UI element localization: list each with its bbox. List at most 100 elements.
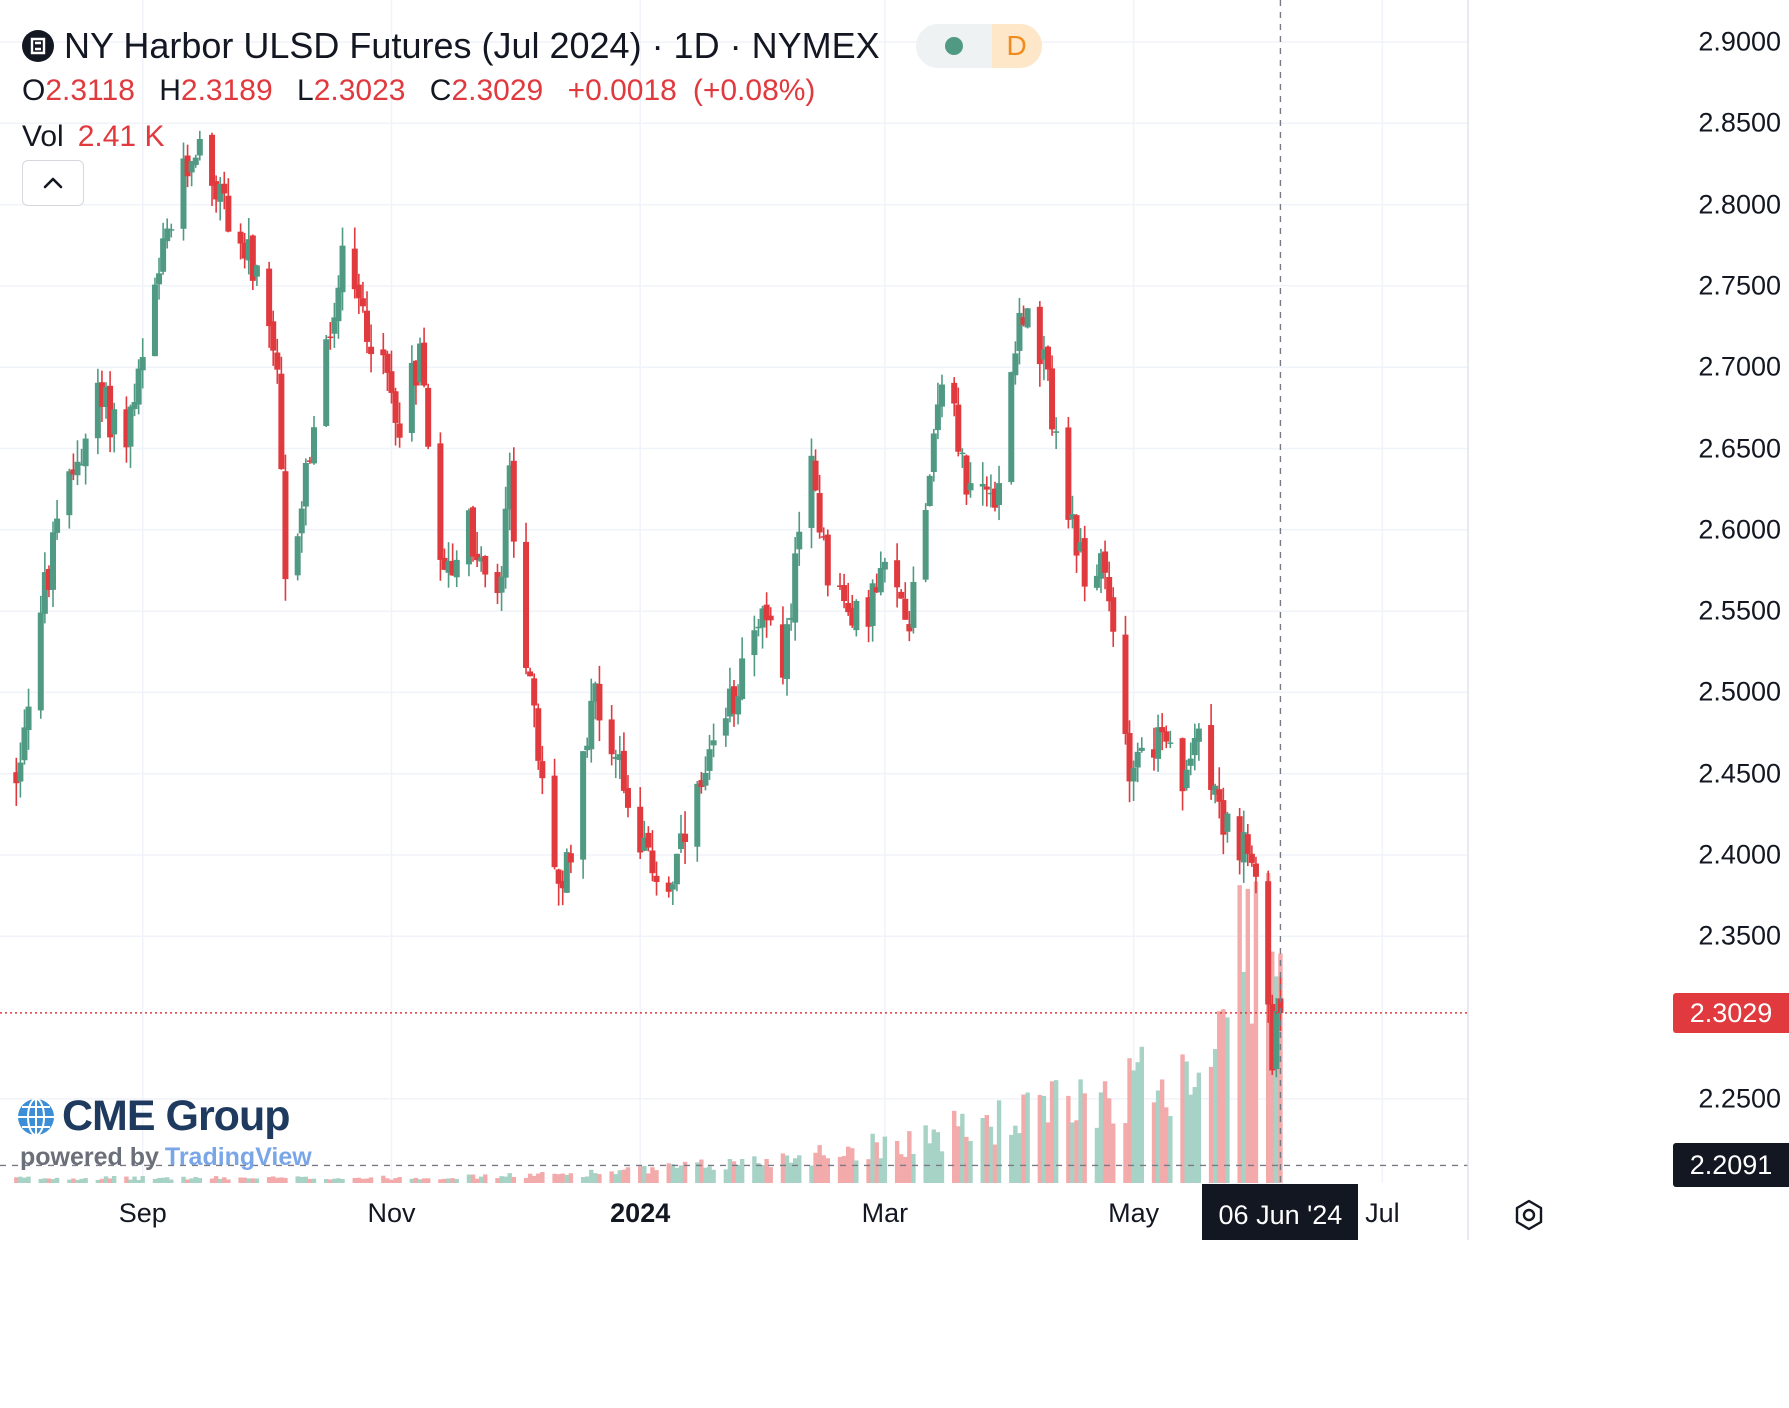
volume-bar — [478, 1176, 484, 1183]
candle-body — [306, 460, 313, 462]
time-axis-label: 2024 — [610, 1198, 671, 1228]
volume-bar — [756, 1163, 761, 1183]
volume-legend: Vol 2.41 K — [22, 120, 1042, 166]
volume-bar — [22, 1177, 27, 1183]
volume-bar — [324, 1178, 329, 1183]
candle-body — [682, 833, 689, 842]
volume-bar — [1094, 1127, 1100, 1183]
volume-bar — [1021, 1094, 1026, 1183]
candle-body — [151, 284, 158, 357]
volume-bar — [466, 1174, 472, 1183]
candle-body — [380, 349, 387, 356]
volume-bar — [222, 1177, 227, 1183]
candle-body — [926, 475, 933, 506]
candle-body — [535, 708, 542, 761]
chart-title[interactable]: NY Harbor ULSD Futures (Jul 2024) · 1D ·… — [64, 25, 880, 66]
candle-body — [107, 385, 114, 438]
volume-bar — [935, 1132, 941, 1183]
volume-bar — [931, 1129, 937, 1183]
price-axis-label: 2.8500 — [1698, 107, 1781, 138]
volume-bar — [124, 1176, 129, 1183]
candle-body — [816, 493, 823, 533]
market-status-icon[interactable] — [916, 24, 992, 68]
interval-badge[interactable]: D — [991, 24, 1042, 68]
candle-body — [135, 368, 142, 405]
volume-bar — [1139, 1046, 1144, 1183]
volume-bar — [642, 1165, 647, 1183]
candle-body — [983, 486, 990, 490]
volume-bar — [107, 1178, 113, 1183]
price-axis-label: 2.3500 — [1698, 920, 1781, 951]
change-percent: (+0.08%) — [692, 74, 816, 107]
candle-body — [1020, 317, 1027, 325]
tradingview-link[interactable]: TradingView — [164, 1143, 312, 1171]
volume-bar — [209, 1178, 215, 1183]
candle-body — [702, 772, 709, 786]
candle-body — [906, 624, 913, 632]
candle-body — [82, 438, 89, 467]
volume-bar — [421, 1178, 427, 1183]
volume-bar — [95, 1179, 101, 1183]
volume-bar — [1212, 1049, 1218, 1183]
volume-bar — [499, 1176, 504, 1183]
candle-body — [1220, 800, 1227, 835]
volume-bar — [625, 1167, 631, 1183]
candle-body — [559, 880, 566, 889]
volume-bar — [780, 1153, 786, 1183]
candle-body — [1098, 553, 1104, 579]
volume-bar — [507, 1173, 512, 1183]
volume-bar — [1127, 1058, 1132, 1183]
volume-bar — [307, 1179, 313, 1183]
last-price-tag: 2.3029 — [1673, 992, 1789, 1033]
volume-bar — [874, 1142, 879, 1183]
candle-body — [392, 391, 399, 423]
candle-body — [160, 238, 167, 272]
volume-bar — [417, 1179, 423, 1183]
candle-body — [580, 751, 587, 860]
candle-body — [209, 134, 216, 186]
volume-bar — [568, 1173, 574, 1183]
candle-body — [1134, 751, 1141, 768]
symbol-logo-icon[interactable] — [22, 30, 54, 62]
volume-bar — [646, 1173, 651, 1183]
candle-body — [584, 745, 591, 751]
volume-bar — [1017, 1133, 1022, 1183]
volume-bar — [638, 1166, 643, 1183]
candle-body — [894, 560, 901, 588]
volume-bar — [360, 1178, 366, 1183]
candle-body — [996, 483, 1003, 506]
volume-bar — [1221, 1009, 1226, 1183]
volume-label[interactable]: Vol — [22, 120, 64, 153]
volume-bar — [446, 1178, 451, 1183]
volume-bar — [817, 1145, 822, 1183]
candle-body — [111, 409, 118, 435]
volume-bar — [956, 1126, 961, 1183]
candle-body — [877, 568, 884, 593]
candle-body — [788, 617, 795, 620]
volume-bar — [564, 1174, 570, 1183]
candle-body — [396, 423, 403, 438]
status-pill[interactable]: D — [915, 24, 1042, 68]
candle-body — [45, 568, 52, 590]
candle-body — [1093, 575, 1100, 588]
price-axis-label: 2.7500 — [1698, 270, 1781, 301]
volume-bar — [560, 1173, 565, 1183]
collapse-legend-button[interactable] — [22, 160, 84, 206]
volume-bar — [523, 1178, 529, 1183]
settings-gear-icon[interactable] — [1512, 1198, 1546, 1232]
volume-bar — [14, 1177, 19, 1183]
candle-body — [74, 461, 81, 476]
cme-group-logo: CME Group — [16, 1092, 290, 1141]
volume-bar — [303, 1176, 309, 1183]
open-label: O — [22, 74, 46, 107]
candle-body — [1102, 551, 1109, 573]
volume-bar — [352, 1177, 357, 1183]
volume-bar — [389, 1179, 394, 1183]
volume-bar — [385, 1178, 390, 1183]
volume-bar — [707, 1166, 712, 1183]
volume-bar — [152, 1178, 158, 1183]
volume-bar — [695, 1162, 700, 1183]
volume-bar — [254, 1178, 260, 1183]
volume-bar — [442, 1178, 447, 1183]
